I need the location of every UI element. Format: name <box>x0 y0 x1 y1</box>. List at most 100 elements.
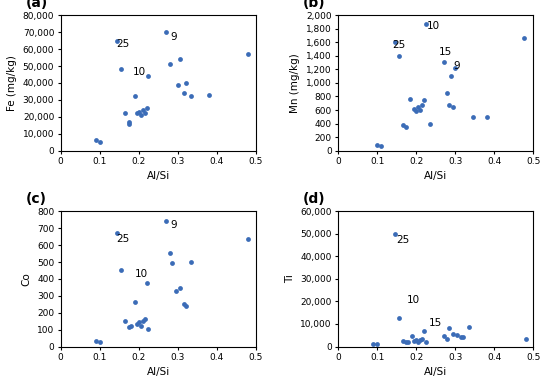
Point <box>133 321 141 327</box>
Point <box>417 102 426 108</box>
Point <box>244 51 252 57</box>
Point <box>420 97 428 103</box>
Point <box>179 90 188 96</box>
Point <box>138 107 147 113</box>
Text: 10: 10 <box>135 268 148 278</box>
Point <box>181 80 190 86</box>
Point <box>373 142 382 148</box>
Point <box>482 114 491 120</box>
Point <box>410 338 419 344</box>
Point <box>449 104 458 110</box>
Point <box>244 236 252 242</box>
Point <box>394 315 403 321</box>
X-axis label: Al/Si: Al/Si <box>424 171 447 181</box>
Point <box>144 326 153 332</box>
Point <box>130 299 139 305</box>
Point <box>457 335 466 341</box>
Point <box>422 339 431 345</box>
Text: (d): (d) <box>303 192 326 206</box>
Point <box>91 338 100 345</box>
Y-axis label: Fe (mg/kg): Fe (mg/kg) <box>7 55 17 111</box>
Point <box>134 319 143 325</box>
Point <box>187 94 196 100</box>
Point <box>138 318 147 324</box>
Y-axis label: Co: Co <box>21 272 31 286</box>
Point <box>394 53 403 59</box>
Point <box>144 73 153 79</box>
Point <box>369 341 378 347</box>
Point <box>162 218 170 224</box>
Point <box>142 105 151 111</box>
Point <box>521 336 530 342</box>
Point <box>412 337 421 343</box>
Text: 10: 10 <box>133 67 146 77</box>
Point <box>416 337 425 343</box>
Point <box>445 102 454 108</box>
Point <box>162 29 170 35</box>
Text: 15: 15 <box>429 318 442 328</box>
Point <box>166 249 174 256</box>
Point <box>402 339 411 345</box>
Text: (a): (a) <box>25 0 47 10</box>
Point <box>449 331 458 337</box>
Point <box>173 82 182 88</box>
X-axis label: Al/Si: Al/Si <box>147 171 170 181</box>
Point <box>453 332 461 338</box>
Point <box>416 107 425 113</box>
Point <box>390 39 399 45</box>
Point <box>390 231 399 237</box>
Point <box>402 124 411 130</box>
Point <box>417 336 426 342</box>
Y-axis label: Mn (mg/kg): Mn (mg/kg) <box>290 53 300 113</box>
Point <box>422 21 431 27</box>
Point <box>443 336 452 342</box>
Point <box>124 121 133 127</box>
Point <box>439 59 448 65</box>
X-axis label: Al/Si: Al/Si <box>424 367 447 377</box>
Text: (c): (c) <box>25 192 46 206</box>
Point <box>126 323 135 329</box>
Point <box>166 61 174 67</box>
Point <box>406 96 415 102</box>
Text: 25: 25 <box>392 40 405 50</box>
Point <box>519 35 528 42</box>
Point <box>175 56 184 62</box>
Point <box>447 73 456 79</box>
Point <box>445 325 454 331</box>
Text: 10: 10 <box>427 20 441 30</box>
Point <box>414 338 422 345</box>
Point <box>91 137 100 144</box>
Point <box>187 259 196 265</box>
Point <box>124 324 133 330</box>
Point <box>410 105 419 112</box>
Point <box>95 339 104 345</box>
Text: 9: 9 <box>170 32 177 42</box>
Y-axis label: Ti: Ti <box>285 275 295 283</box>
Point <box>113 38 122 44</box>
Point <box>426 121 434 127</box>
Text: 15: 15 <box>439 47 452 57</box>
Text: 25: 25 <box>396 234 409 244</box>
Point <box>130 94 139 100</box>
Point <box>168 260 177 266</box>
Point <box>120 110 129 116</box>
Point <box>117 66 125 72</box>
X-axis label: Al/Si: Al/Si <box>147 367 170 377</box>
Point <box>398 338 407 344</box>
Point <box>465 324 474 330</box>
Point <box>205 92 213 98</box>
Point <box>377 143 386 149</box>
Point <box>124 119 133 125</box>
Text: 10: 10 <box>406 295 420 305</box>
Point <box>179 301 188 307</box>
Point <box>120 318 129 324</box>
Text: 9: 9 <box>453 61 460 71</box>
Point <box>408 333 417 340</box>
Point <box>469 114 477 121</box>
Point <box>142 280 151 286</box>
Point <box>412 108 421 114</box>
Text: (b): (b) <box>303 0 326 10</box>
Text: 9: 9 <box>170 220 177 230</box>
Point <box>117 268 125 274</box>
Point <box>133 110 141 116</box>
